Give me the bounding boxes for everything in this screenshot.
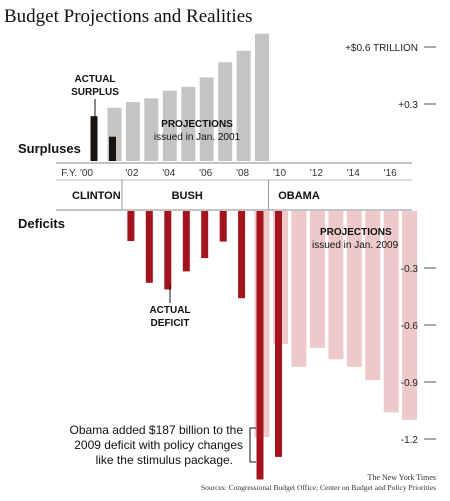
projection-2001-bar-2009	[255, 33, 269, 162]
obama-note-line-2: 2009 deficit with policy changes	[74, 438, 243, 452]
projections-2001-line-2: issued in Jan. 2001	[154, 132, 241, 143]
obama-note-line-3: like the stimulus package.	[96, 453, 233, 467]
projections-2001-line-1: PROJECTIONS	[161, 119, 233, 130]
actual-deficit-bar-2004	[164, 211, 172, 290]
x-tick-label: '16	[384, 168, 397, 179]
actual-deficit-bar-2007	[219, 211, 227, 242]
credit: The New York Times	[368, 473, 436, 482]
projection-2001-bar-2004	[162, 90, 177, 161]
projection-2009-bar-2011	[291, 211, 307, 367]
x-tick-label: '04	[162, 168, 175, 179]
actual-surplus-bar-2001	[109, 136, 116, 161]
x-tick-label: '14	[347, 168, 360, 179]
actual-deficit-bar-2006	[201, 211, 209, 259]
y-tick-label: +0.3	[398, 100, 418, 111]
x-tick-label: F.Y. '00	[61, 168, 93, 179]
actual-deficit-bar-2010	[275, 211, 282, 457]
sources: Sources: Congressional Budget Office; Ce…	[201, 483, 436, 492]
y-tick-lines	[424, 46, 436, 440]
projection-2001-bar-2002	[125, 102, 140, 161]
projections-2009-line-2: issued in Jan. 2009	[312, 240, 399, 251]
obama-note-line-1: Obama added $187 billion to the	[70, 423, 244, 437]
y-tick-label: -0.9	[401, 378, 419, 389]
y-tick-label: -1.2	[401, 435, 419, 446]
actual-deficit-bar-2008	[238, 211, 246, 299]
surpluses-label: Surpluses	[18, 141, 81, 156]
actual-surplus-bar-2000	[90, 116, 98, 161]
obama-note-bracket	[249, 427, 256, 463]
x-axis-band: F.Y. '00 '02 '04 '06 '08 '10 '12 '14 '16 CLINTON B…	[56, 162, 412, 211]
y-tick-labels: +$0.6 TRILLION +0.3 -0.3 -0.6 -0.9 -1.2	[345, 43, 418, 446]
y-tick-label: -0.3	[401, 264, 419, 275]
projection-2009-bar-2014	[346, 211, 362, 367]
obama-note: Obama added $187 billion to the 2009 def…	[70, 423, 244, 467]
deficits-label: Deficits	[18, 216, 65, 231]
projection-2009-bar-2012	[309, 211, 325, 348]
projection-2009-bar-2015	[365, 211, 381, 381]
projection-2009-bar-2013	[328, 211, 344, 360]
chart-title: Budget Projections and Realities	[4, 6, 253, 27]
x-tick-label: '08	[236, 168, 249, 179]
x-tick-label: '10	[273, 168, 286, 179]
actual-deficit-bar-2009	[256, 211, 264, 480]
projection-2009-bar-2017	[402, 211, 418, 420]
bars-group	[90, 33, 418, 480]
x-tick-label: '06	[199, 168, 212, 179]
actual-surplus-line-2: SURPLUS	[71, 87, 119, 98]
projections-2009-annotation: PROJECTIONS issued in Jan. 2009	[312, 227, 399, 251]
era-label-obama: OBAMA	[278, 190, 320, 202]
x-tick-label: '12	[310, 168, 323, 179]
projection-2001-bar-2006	[199, 77, 214, 161]
actual-deficit-bar-2003	[145, 211, 153, 283]
projection-2001-bar-2008	[236, 50, 251, 161]
actual-deficit-line-1: ACTUAL	[149, 305, 190, 316]
actual-deficit-bar-2005	[182, 211, 190, 272]
actual-surplus-annotation: ACTUAL SURPLUS	[71, 74, 119, 98]
era-label-bush: BUSH	[172, 190, 203, 202]
projection-2009-bar-2016	[383, 211, 399, 413]
projections-2009-line-1: PROJECTIONS	[320, 227, 392, 238]
projection-2001-bar-2003	[144, 98, 159, 161]
projections-2001-annotation: PROJECTIONS issued in Jan. 2001	[154, 119, 241, 143]
projection-2001-bar-2007	[218, 62, 233, 162]
y-tick-label: +$0.6 TRILLION	[345, 43, 418, 54]
y-tick-label: -0.6	[401, 321, 419, 332]
actual-deficit-bar-2002	[127, 211, 135, 241]
actual-deficit-line-2: DEFICIT	[151, 318, 190, 329]
actual-surplus-line-1: ACTUAL	[74, 74, 115, 85]
era-label-clinton: CLINTON	[72, 190, 121, 202]
projection-2001-bar-2005	[181, 86, 196, 161]
x-tick-label: '02	[125, 168, 138, 179]
actual-deficit-annotation: ACTUAL DEFICIT	[149, 305, 190, 329]
